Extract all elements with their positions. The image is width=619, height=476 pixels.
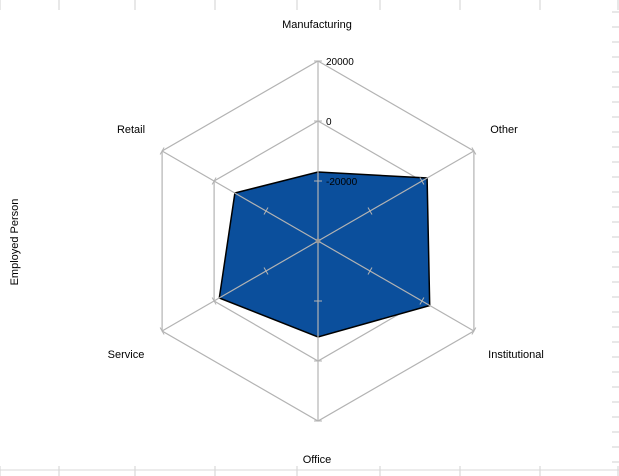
category-label-institutional: Institutional (488, 349, 544, 361)
spoke-tick-1-1 (419, 177, 425, 185)
spoke-tick-2-0 (471, 327, 477, 335)
tick-label-1: 0 (326, 117, 332, 128)
tick-labels: 20000 0 -20000 (326, 57, 358, 188)
tick-label-0: 20000 (326, 57, 354, 68)
category-label-manufacturing: Manufacturing (282, 19, 352, 31)
spoke-2 (317, 240, 475, 332)
spoke-tick-5-2 (263, 207, 269, 215)
spoke-1 (317, 150, 475, 242)
tick-label-2: -20000 (326, 177, 358, 188)
series-area (218, 171, 431, 338)
spoke-tick-4-2 (263, 267, 269, 275)
spoke-tick-4-0 (159, 327, 165, 335)
spoke-tick-1-0 (471, 147, 477, 155)
center-mark (315, 238, 321, 244)
spoke-4 (161, 240, 319, 332)
spoke-tick-1-2 (367, 207, 373, 215)
spoke-tick-5-0 (159, 147, 165, 155)
spoke-tick-5-1 (211, 177, 217, 185)
spoke-5 (161, 150, 319, 242)
category-label-service: Service (108, 349, 145, 361)
category-label-office: Office (303, 454, 332, 466)
axis-spokes (159, 60, 477, 422)
category-labels: Manufacturing Other Institutional Office Ser… (108, 19, 544, 466)
spoke-tick-2-1 (419, 297, 425, 305)
category-label-other: Other (490, 124, 518, 136)
spoke-tick-4-1 (211, 297, 217, 305)
series-polygon-0 (218, 171, 431, 338)
category-label-retail: Retail (117, 124, 145, 136)
spoke-tick-2-2 (367, 267, 373, 275)
y-axis-label: Employed Person (9, 198, 21, 286)
